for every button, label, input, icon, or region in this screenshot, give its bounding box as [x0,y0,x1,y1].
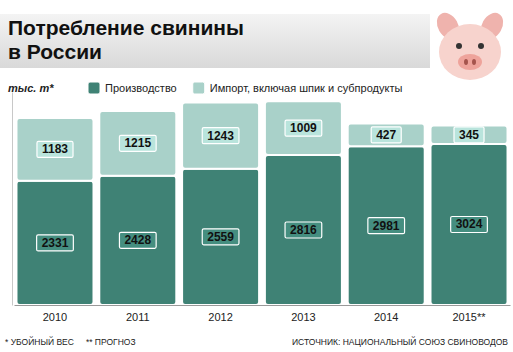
data-label-box [119,232,156,248]
x-axis-line [15,305,511,306]
bar-segment [265,155,342,305]
y-axis [12,93,13,306]
data-label-box [371,127,401,143]
data-label-box [451,216,488,232]
legend-swatch [88,82,100,94]
footnote: ИСТОЧНИК: НАЦИОНАЛЬНЫЙ СОЮЗ СВИНОВОДОВ [292,336,508,347]
chart: Потребление свининыв России тыс. т* Произв… [0,0,513,352]
data-label-box [37,235,74,251]
data-labels: 2331 2428 2559 2816 2981 3024 1183 1215 1243 1009… [37,120,488,251]
x-axis: 2010 2011 2012 2013 2014 2015** [15,306,511,324]
bar-segment [431,126,508,144]
data-label-group: 1215 [119,135,156,151]
data-label: 427 [376,128,396,142]
data-label: 345 [459,128,479,142]
data-label: 3024 [456,217,483,231]
data-label-group: 427 [371,127,401,143]
data-label-box [119,135,156,151]
x-tick-label: 2013 [291,311,315,323]
data-label-box [285,120,322,136]
data-label-group: 2981 [368,218,405,234]
data-label-box [202,229,239,245]
bars [16,101,507,305]
y-axis-label: тыс. т* [8,82,54,94]
x-tick-label: 2015** [452,311,486,323]
legend-item: Импорт, включая шпик и субпродукты [193,82,403,94]
data-label-box [285,222,322,238]
data-label-box [37,141,73,157]
legend-label: Производство [105,82,177,94]
data-label-group: 1243 [202,128,239,144]
data-label: 1243 [207,129,234,143]
data-label-box [202,128,239,144]
legend-label: Импорт, включая шпик и субпродукты [210,82,403,94]
x-tick-label: 2014 [374,311,398,323]
data-label-box [368,218,405,234]
bar-segment [348,146,425,305]
x-tick: 2012 [208,311,232,323]
data-label-group: 3024 [451,216,488,232]
data-label: 2428 [124,233,151,247]
x-tick-label: 2010 [43,311,67,323]
x-tick: 2013 [291,311,315,323]
y-axis-line [12,93,13,306]
x-tick: 2010 [43,311,67,323]
bar-segment [99,111,176,176]
data-label-group: 1009 [285,120,322,136]
bar-segment [182,103,259,169]
x-tick: 2011 [126,311,150,323]
legend-item: Производство [88,82,177,94]
title-band [0,14,430,68]
data-label: 2331 [42,236,69,250]
data-label-group: 345 [454,127,484,143]
bar-segment [348,124,425,147]
bar-segment [265,101,342,155]
data-label: 1215 [124,136,151,150]
legend-swatch [193,82,205,94]
bar-segment [182,169,259,305]
x-tick: 2015** [452,311,486,323]
data-label-group: 2331 [37,235,74,251]
data-label: 2816 [290,223,317,237]
pig-illustration [432,9,507,80]
data-label-group: 2428 [119,232,156,248]
footnote: * УБОЙНЫЙ ВЕС [5,336,74,347]
data-label: 1183 [42,142,68,156]
data-label: 2981 [373,219,400,233]
data-label-box [454,127,484,143]
data-label-group: 2816 [285,222,322,238]
bar-segment [431,144,508,305]
data-label: 2559 [207,230,234,244]
data-label: 1009 [290,121,317,135]
data-label-group: 1183 [37,141,73,157]
data-label-group: 2559 [202,229,239,245]
bar-segment [16,181,93,305]
footnote: ** ПРОГНОЗ [86,337,136,347]
x-tick: 2014 [374,311,398,323]
bar-segment [16,118,93,181]
x-tick-label: 2011 [126,311,150,323]
bar-segment [99,176,176,305]
x-tick-label: 2012 [208,311,232,323]
title: Потребление свининыв России [8,16,244,63]
